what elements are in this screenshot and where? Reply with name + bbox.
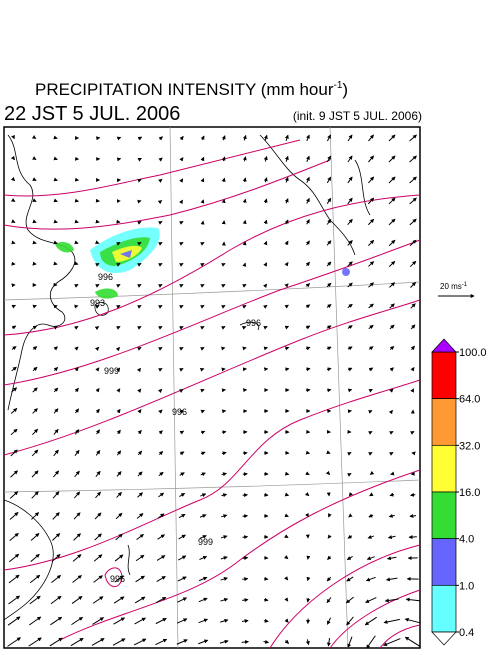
colorbar-label: 4.0 <box>459 534 474 546</box>
contour-label: 996 <box>110 574 125 584</box>
valid-time: 22 JST 5 JUL. 2006 <box>4 103 180 125</box>
scale-arrow: 20 ms-1 <box>438 282 474 296</box>
colorbar-label: 100.0 <box>459 347 487 359</box>
colorbar-label: 0.4 <box>459 627 474 639</box>
wind-vector <box>97 327 98 328</box>
contour-label: 996 <box>246 318 261 328</box>
contour-label: 993 <box>90 298 105 308</box>
wind-vector <box>13 243 15 244</box>
wind-vector <box>14 137 15 138</box>
wind-vector <box>97 243 99 244</box>
colorbar-segment <box>432 352 456 399</box>
wind-vector <box>76 243 78 244</box>
contour-label: 999 <box>104 366 119 376</box>
wind-vector <box>285 369 289 370</box>
wind-vector <box>391 474 393 475</box>
colorbar-segment <box>432 585 456 632</box>
wind-vector <box>245 263 246 265</box>
colorbar: 100.0 64.0 32.0 16.0 4.0 1.0 0.4 <box>432 339 487 645</box>
wind-vector <box>34 243 36 244</box>
wind-vector <box>264 600 268 601</box>
wind-vector <box>55 264 57 265</box>
wind-vector <box>410 516 416 517</box>
wind-vector <box>243 516 248 517</box>
wind-vector <box>411 495 416 496</box>
wind-vector <box>327 390 331 391</box>
wind-vector <box>245 242 246 244</box>
wind-vector <box>76 264 78 265</box>
contour-label: 996 <box>172 407 187 417</box>
wind-vector <box>203 200 204 202</box>
wind-vector <box>55 138 57 139</box>
init-time: (init. 9 JST 5 JUL. 2006) <box>293 109 422 123</box>
colorbar-under <box>432 632 456 645</box>
map: 993 996 999 996 996 999 996 <box>4 127 421 648</box>
colorbar-label: 16.0 <box>459 487 480 499</box>
colorbar-label: 1.0 <box>459 580 474 592</box>
wind-vector <box>76 222 78 223</box>
contour-label: 999 <box>198 537 213 547</box>
colorbar-segment <box>432 399 456 446</box>
colorbar-label: 64.0 <box>459 394 480 406</box>
wind-vector <box>202 390 204 391</box>
title: PRECIPITATION INTENSITY (mm hour-1) <box>35 80 348 99</box>
wind-vector <box>409 537 417 538</box>
wind-vector <box>76 201 79 202</box>
wind-vector <box>224 200 225 203</box>
wind-vector <box>97 222 99 223</box>
colorbar-segment <box>432 492 456 539</box>
wind-vector <box>96 138 99 139</box>
colorbar-over <box>432 339 456 352</box>
wind-vector <box>55 243 57 244</box>
wind-vector <box>265 348 268 349</box>
wind-vector <box>55 306 57 307</box>
wind-vector <box>245 221 246 224</box>
wind-vector <box>222 411 225 412</box>
colorbar-label: 32.0 <box>459 440 480 452</box>
wind-vector <box>76 180 79 181</box>
colorbar-segment <box>432 539 456 586</box>
scale-label: 20 ms-1 <box>440 282 468 291</box>
colorbar-segment <box>432 445 456 492</box>
contour-label: 996 <box>98 272 113 282</box>
wind-vector <box>285 453 289 454</box>
